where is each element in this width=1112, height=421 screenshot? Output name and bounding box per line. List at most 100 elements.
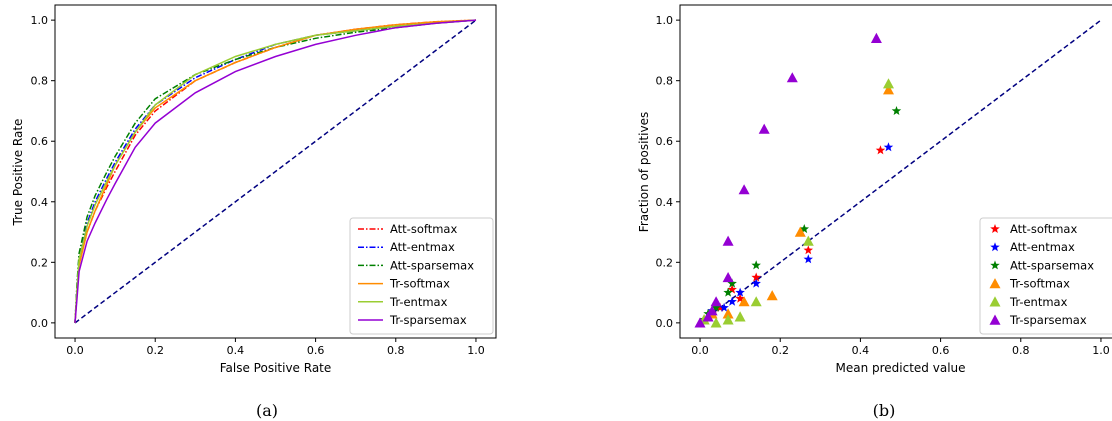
roc-legend-label-tr-sparsemax: Tr-sparsemax <box>389 313 467 327</box>
roc-legend-label-att-softmax: Att-softmax <box>390 222 457 236</box>
roc-series-group <box>74 19 477 323</box>
calibration-legend-label-tr-sparsemax: Tr-sparsemax <box>1009 313 1087 327</box>
calibration-point-tr-entmax <box>722 314 734 325</box>
calibration-legend-swatch-att-softmax <box>990 224 1000 233</box>
calibration-legend-label-att-entmax: Att-entmax <box>1010 240 1075 254</box>
roc-x-tick-label: 0.6 <box>307 344 325 357</box>
roc-x-tick-label: 1.0 <box>467 344 485 357</box>
calibration-point-tr-entmax <box>750 296 762 307</box>
calibration-legend-label-tr-softmax: Tr-softmax <box>1009 277 1070 291</box>
calibration-y-tick-label: 0.6 <box>656 135 674 148</box>
calibration-x-axis-label: Mean predicted value <box>835 361 965 375</box>
roc-legend-label-att-entmax: Att-entmax <box>390 240 455 254</box>
roc-x-tick-label: 0.2 <box>146 344 164 357</box>
calibration-point-att-sparsemax <box>751 260 761 270</box>
calibration-point-att-sparsemax <box>891 106 902 115</box>
calibration-point-tr-sparsemax <box>710 296 722 307</box>
calibration-point-tr-softmax <box>738 296 750 307</box>
roc-legend-label-att-sparsemax: Att-sparsemax <box>390 258 474 272</box>
calibration-point-att-entmax <box>727 296 737 306</box>
calibration-x-tick-label: 0.8 <box>1012 344 1030 357</box>
calibration-point-att-entmax <box>719 302 729 312</box>
roc-legend-label-tr-softmax: Tr-softmax <box>389 277 450 291</box>
roc-x-tick-label: 0.0 <box>66 344 84 357</box>
calibration-point-tr-sparsemax <box>702 311 714 322</box>
calibration-x-tick-label: 0.0 <box>691 344 709 357</box>
roc-line-att-sparsemax <box>74 19 477 323</box>
calibration-legend-swatch-tr-entmax <box>989 296 1001 307</box>
calibration-point-att-sparsemax <box>723 287 733 297</box>
calibration-y-tick-label: 0.8 <box>656 75 674 88</box>
calibration-y-tick-label: 0.2 <box>656 256 674 269</box>
roc-ticks: 0.0 0.2 0.4 0.6 0.8 1.0 0.0 0.2 0.4 0.6 0.8 1.0 <box>31 14 485 357</box>
roc-chance-diagonal <box>74 19 477 324</box>
calibration-y-tick-label: 1.0 <box>656 14 674 27</box>
calibration-legend-swatch-tr-sparsemax <box>989 314 1001 325</box>
calibration-point-tr-sparsemax <box>722 272 734 283</box>
calibration-x-tick-label: 0.2 <box>771 344 789 357</box>
roc-y-tick-label: 0.0 <box>31 317 49 330</box>
calibration-point-att-entmax <box>735 287 745 297</box>
calibration-point-att-sparsemax <box>711 302 721 312</box>
calibration-panel: 0.0 0.2 0.4 0.6 0.8 1.0 0.0 0.2 0.4 0.6 0.8 1.0 Att… <box>637 4 1112 420</box>
calibration-point-att-entmax <box>751 278 761 288</box>
roc-y-tick-label: 0.6 <box>31 135 49 148</box>
roc-y-axis-label: True Positive Rate <box>11 119 25 227</box>
calibration-y-tick-label: 0.0 <box>656 317 674 330</box>
calibration-series-group <box>694 32 902 328</box>
calibration-legend-label-tr-entmax: Tr-entmax <box>1009 295 1068 309</box>
calibration-point-tr-softmax <box>766 290 778 301</box>
roc-y-tick-label: 1.0 <box>31 14 49 27</box>
calibration-point-tr-entmax <box>734 311 746 322</box>
roc-line-tr-softmax <box>74 19 477 323</box>
calibration-point-tr-softmax <box>794 226 806 237</box>
calibration-point-att-entmax <box>803 254 813 264</box>
roc-x-tick-label: 0.4 <box>227 344 245 357</box>
roc-legend-box <box>349 217 494 335</box>
calibration-axes-frame <box>679 4 1112 339</box>
calibration-point-tr-sparsemax <box>758 123 770 134</box>
calibration-legend: Att-softmax Att-entmax Att-sparsemax Tr-sof… <box>979 217 1112 335</box>
calibration-point-att-softmax <box>735 293 745 303</box>
calibration-point-tr-sparsemax <box>786 72 798 83</box>
roc-x-axis-label: False Positive Rate <box>220 361 332 375</box>
calibration-point-att-sparsemax <box>727 278 737 288</box>
roc-caption: (a) <box>256 401 278 420</box>
calibration-point-tr-entmax <box>802 235 814 246</box>
calibration-point-tr-sparsemax <box>870 32 882 43</box>
roc-line-tr-sparsemax <box>74 19 477 323</box>
calibration-point-tr-sparsemax <box>722 235 734 246</box>
calibration-y-tick-label: 0.4 <box>656 196 674 209</box>
calibration-x-tick-label: 0.6 <box>932 344 950 357</box>
calibration-point-tr-sparsemax <box>706 305 718 316</box>
calibration-legend-swatch-att-sparsemax <box>990 260 1000 270</box>
roc-axes-frame <box>54 4 497 339</box>
calibration-caption: (b) <box>873 401 896 420</box>
calibration-point-tr-sparsemax <box>694 317 706 328</box>
roc-legend: Att-softmax Att-entmax Att-sparsemax Tr-sof… <box>349 217 494 335</box>
calibration-point-tr-sparsemax <box>738 184 750 195</box>
calibration-point-tr-softmax <box>722 308 734 319</box>
calibration-point-tr-entmax <box>883 78 894 89</box>
roc-y-tick-label: 0.2 <box>31 256 49 269</box>
calibration-point-att-entmax <box>883 142 894 152</box>
calibration-legend-box <box>979 217 1112 335</box>
calibration-point-att-softmax <box>875 145 886 155</box>
calibration-x-tick-label: 1.0 <box>1092 344 1110 357</box>
calibration-point-tr-entmax <box>710 317 722 328</box>
calibration-legend-label-att-softmax: Att-softmax <box>1010 222 1077 236</box>
calibration-legend-swatch-att-entmax <box>990 242 1000 252</box>
calibration-point-att-softmax <box>751 272 761 282</box>
calibration-legend-swatch-tr-softmax <box>989 278 1001 289</box>
roc-x-tick-label: 0.8 <box>387 344 405 357</box>
roc-legend-label-tr-entmax: Tr-entmax <box>389 295 448 309</box>
roc-panel: 0.0 0.2 0.4 0.6 0.8 1.0 0.0 0.2 0.4 0.6 0.8 1.0 Att… <box>11 4 497 420</box>
calibration-legend-label-att-sparsemax: Att-sparsemax <box>1010 258 1094 272</box>
calibration-point-att-softmax <box>727 284 737 294</box>
calibration-x-tick-label: 0.4 <box>852 344 870 357</box>
roc-line-tr-entmax <box>74 19 477 323</box>
calibration-point-tr-softmax <box>883 84 894 95</box>
calibration-perfect-diagonal <box>699 19 1102 324</box>
roc-y-tick-label: 0.4 <box>31 196 49 209</box>
